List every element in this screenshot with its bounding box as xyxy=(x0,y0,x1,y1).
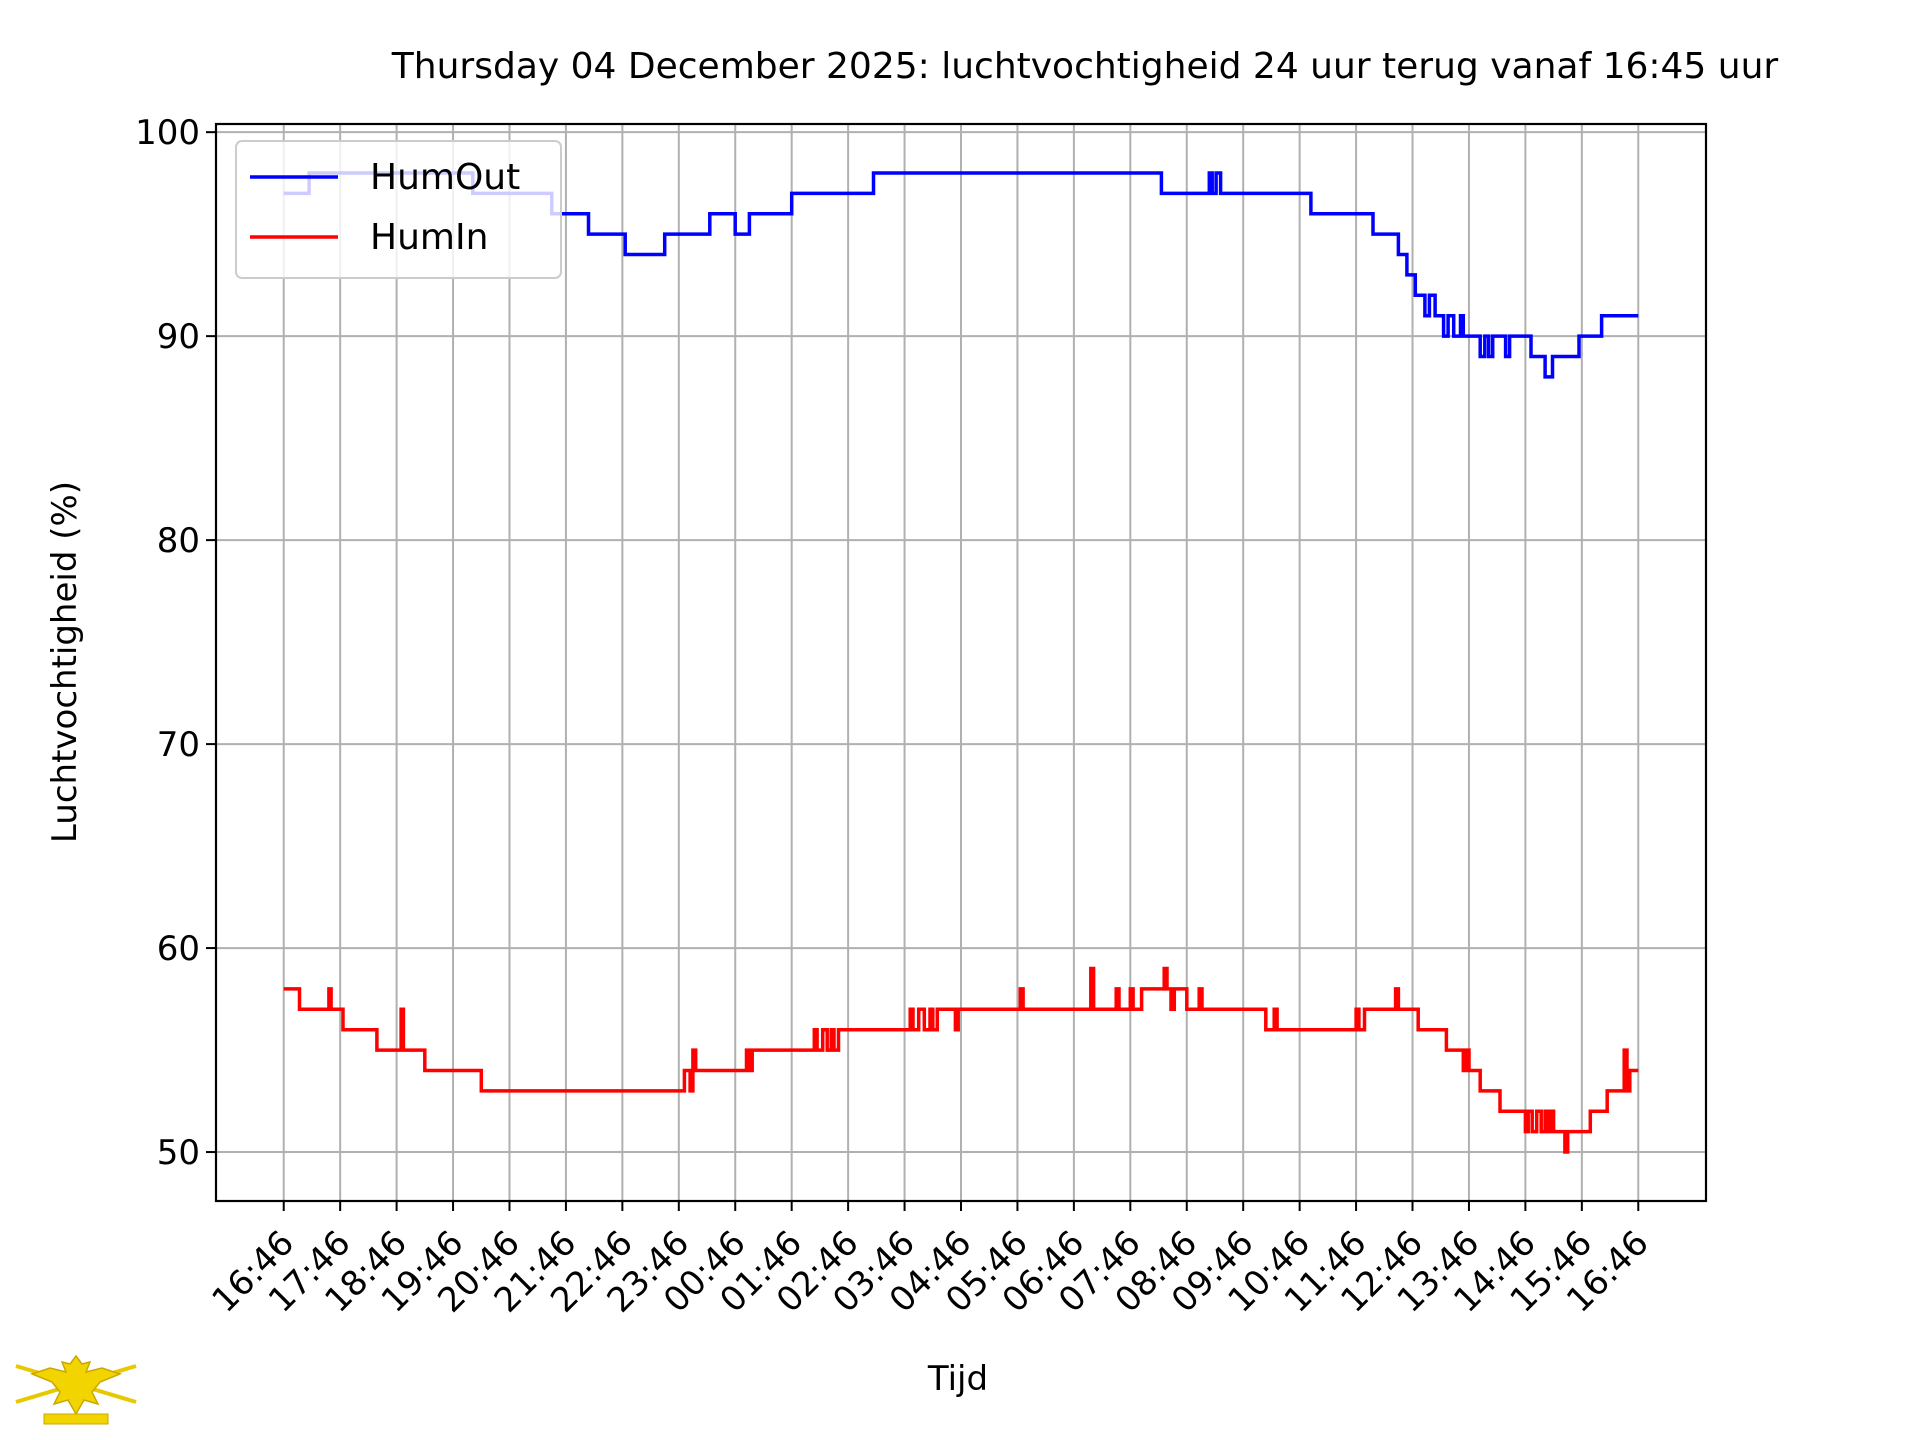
legend-label-humout: HumOut xyxy=(370,157,520,198)
y-tick-label: 60 xyxy=(157,929,200,969)
chart-title: Thursday 04 December 2025: luchtvochtigh… xyxy=(391,46,1779,87)
y-tick-label: 50 xyxy=(157,1133,200,1173)
y-tick-label: 90 xyxy=(157,317,200,357)
series-line-humout xyxy=(283,171,1639,379)
eagle-logo-banner xyxy=(43,1413,109,1425)
y-tick-label: 80 xyxy=(157,521,200,561)
y-tick-label: 70 xyxy=(157,725,200,765)
eagle-logo xyxy=(15,1354,137,1425)
legend: HumOut HumIn xyxy=(235,140,562,279)
legend-label-humin: HumIn xyxy=(370,217,488,258)
series-lines xyxy=(283,171,1639,1154)
y-axis: 50 60 70 80 90 100 xyxy=(135,113,216,1173)
series-line-humin xyxy=(283,966,1639,1154)
y-tick-label: 100 xyxy=(135,113,200,153)
y-axis-label: Luchtvochtigheid (%) xyxy=(45,481,85,843)
x-axis-label: Tijd xyxy=(927,1359,988,1399)
